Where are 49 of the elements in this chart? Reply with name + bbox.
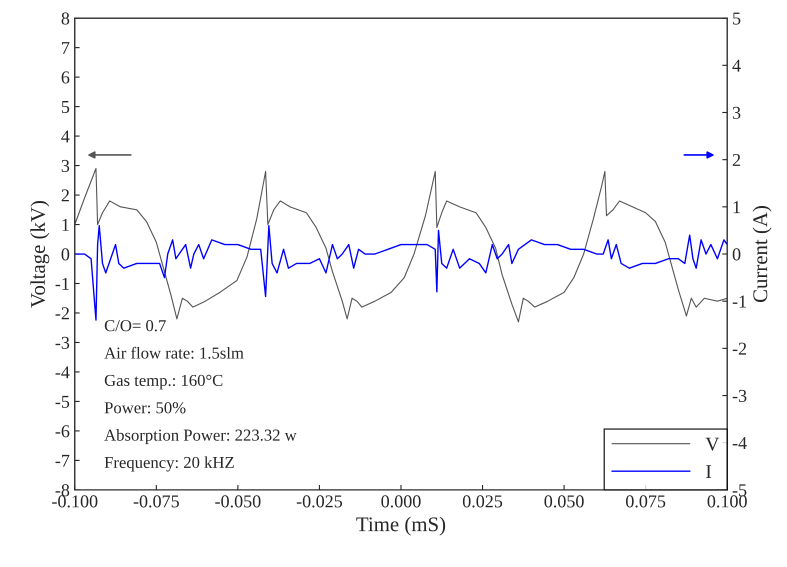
y-tick-label: -2 <box>56 307 69 320</box>
x-tick-label: -0.100 <box>52 495 98 508</box>
y-tick-label: 6 <box>62 71 70 84</box>
y-tick-label: -3 <box>56 336 70 349</box>
y-tick-label: 4 <box>61 130 70 142</box>
y-tick-label: -6 <box>56 425 70 438</box>
y2-tick-label: -3 <box>732 390 746 402</box>
annotation: Gas temp.: 160°C <box>104 374 222 390</box>
y-tick-label: -5 <box>56 396 70 408</box>
y-tick-label: 1 <box>62 218 69 231</box>
y2-tick-label: -2 <box>732 342 746 355</box>
y-tick-label: 8 <box>62 12 70 25</box>
annotation: Frequency: 20 kHZ <box>104 456 234 472</box>
legend-label: I <box>706 465 712 478</box>
y2-tick-label: 2 <box>732 154 740 166</box>
y-tick-label: -4 <box>56 366 70 378</box>
y-tick-label: -8 <box>56 484 70 496</box>
annotation: Air flow rate: 1.5slm <box>104 346 244 359</box>
y2-tick-label: 1 <box>734 201 740 214</box>
y-tick-label: 3 <box>62 160 70 172</box>
y2-tick-label: 4 <box>732 60 741 72</box>
x-tick-label: 0.075 <box>626 495 666 508</box>
y-tick-label: 2 <box>62 189 69 202</box>
line-series <box>74 225 728 321</box>
y2-axis-title: Current (A) <box>752 206 772 302</box>
y2-tick-label: 5 <box>733 12 740 25</box>
y2-tick-label: 3 <box>732 106 740 119</box>
y-tick-label: 0 <box>62 248 70 260</box>
annotation: Absorption Power: 223.32 w <box>104 429 297 444</box>
x-tick-label: 0.100 <box>708 495 747 508</box>
y2-tick-label: -5 <box>732 484 746 496</box>
x-tick-label: -0.025 <box>296 495 342 508</box>
x-tick-label: -0.050 <box>215 495 260 508</box>
x-tick-label: 0.000 <box>381 495 421 508</box>
x-tick-label: 0.025 <box>462 495 502 508</box>
annotation: Power: 50% <box>104 402 186 414</box>
y-tick-label: 5 <box>62 101 70 114</box>
y-axis-title: Voltage (kV) <box>30 201 50 308</box>
y2-tick-label: 0 <box>732 248 740 260</box>
y-tick-label: -1 <box>56 278 69 290</box>
legend-label: V <box>706 438 720 451</box>
x-tick-label: -0.075 <box>134 495 179 508</box>
y2-tick-label: -1 <box>732 296 746 308</box>
y-tick-label: 7 <box>62 42 70 54</box>
y2-tick-label: -4 <box>732 437 747 449</box>
x-axis-title: Time (mS) <box>356 516 446 536</box>
annotation: C/O= 0.7 <box>104 320 166 332</box>
x-tick-label: 0.050 <box>544 495 584 508</box>
y-tick-label: -7 <box>56 454 70 467</box>
